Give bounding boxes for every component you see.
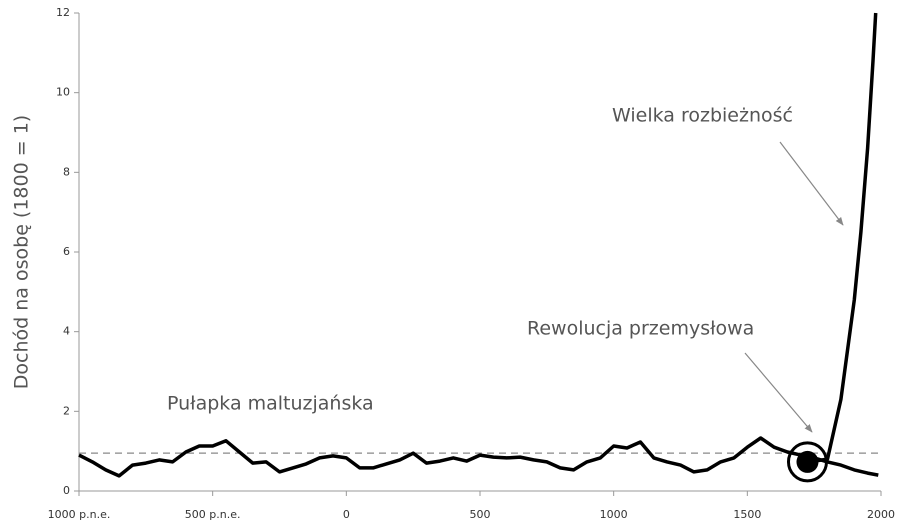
marker-ring bbox=[786, 441, 828, 483]
x-tick-label: 1500 bbox=[733, 508, 761, 521]
y-axis-label: Dochód na osobę (1800 = 1) bbox=[11, 115, 33, 389]
y-tick-label: 6 bbox=[63, 245, 70, 258]
x-tick-label: 500 bbox=[470, 508, 491, 521]
annotation: Rewolucja przemysłowa bbox=[527, 318, 754, 340]
y-tick-label: 2 bbox=[63, 404, 70, 417]
x-tick-label: 1000 p.n.e. bbox=[48, 508, 111, 521]
annotation: Pułapka maltuzjańska bbox=[167, 393, 374, 415]
x-tick-label: 1000 bbox=[600, 508, 628, 521]
line bbox=[78, 436, 879, 478]
x-tick-label: 0 bbox=[343, 508, 350, 521]
y-tick-label: 10 bbox=[56, 86, 70, 99]
y-tick-label: 8 bbox=[63, 165, 70, 178]
x-tick-label: 500 p.n.e. bbox=[185, 508, 241, 521]
marker bbox=[796, 450, 819, 473]
y-tick-label: 0 bbox=[63, 484, 70, 497]
line bbox=[813, 12, 878, 463]
y-tick-label: 12 bbox=[56, 6, 70, 19]
annotation: Wielka rozbieżność bbox=[612, 105, 793, 127]
y-tick-label: 4 bbox=[63, 325, 70, 338]
x-tick-label: 2000 bbox=[867, 508, 895, 521]
arrow bbox=[744, 352, 813, 433]
arrow bbox=[779, 141, 844, 226]
